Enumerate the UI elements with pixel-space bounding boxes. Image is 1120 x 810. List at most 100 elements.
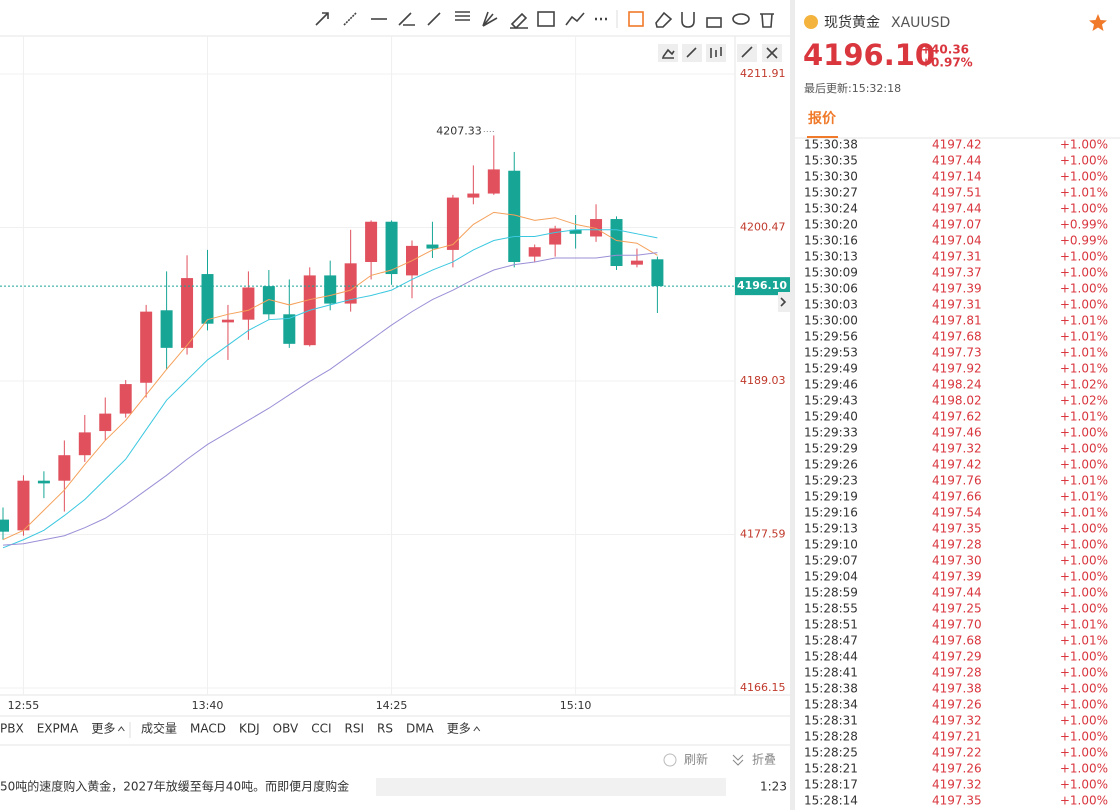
indicator-tab[interactable]: EXPMA bbox=[37, 722, 79, 736]
row-price: 4198.02 bbox=[932, 394, 982, 408]
row-time: 15:28:41 bbox=[804, 666, 858, 680]
indicator-tab[interactable]: 成交量 bbox=[141, 721, 177, 736]
indicator-tab[interactable]: PBX bbox=[0, 722, 24, 736]
row-price: 4197.22 bbox=[932, 746, 982, 760]
row-change: +1.01% bbox=[1060, 506, 1108, 520]
indicator-tab[interactable]: MACD bbox=[190, 722, 226, 736]
segment-tool[interactable] bbox=[398, 12, 415, 26]
row-time: 15:29:40 bbox=[804, 410, 858, 424]
quote-change: +40.36 bbox=[921, 43, 969, 57]
row-time: 15:29:19 bbox=[804, 490, 858, 504]
candle-body bbox=[78, 432, 91, 456]
drawing-tools[interactable] bbox=[315, 10, 774, 30]
row-change: +1.00% bbox=[1060, 714, 1108, 728]
row-price: 4197.26 bbox=[932, 698, 982, 712]
row-change: +0.99% bbox=[1060, 218, 1108, 232]
candle-body bbox=[221, 319, 234, 323]
row-change: +1.00% bbox=[1060, 154, 1108, 168]
refresh-icon[interactable] bbox=[663, 753, 677, 767]
grid: 4211.91 4200.47 4189.03 4177.59 4166.15 12:55… bbox=[0, 36, 786, 712]
row-price: 4197.44 bbox=[932, 586, 982, 600]
row-change: +1.00% bbox=[1060, 202, 1108, 216]
indicator-tab[interactable]: 更多 bbox=[91, 722, 115, 736]
quote-tab[interactable]: 报价 bbox=[808, 111, 837, 127]
fib-tool[interactable] bbox=[455, 11, 470, 21]
refresh-button[interactable]: 刷新 bbox=[684, 752, 708, 767]
chart-controls[interactable] bbox=[658, 44, 782, 62]
ctl-icon bbox=[662, 48, 675, 59]
row-time: 15:28:17 bbox=[804, 778, 858, 792]
row-price: 4197.30 bbox=[932, 554, 982, 568]
candle-body bbox=[610, 219, 623, 267]
row-change: +1.01% bbox=[1060, 362, 1108, 376]
row-time: 15:30:00 bbox=[804, 314, 858, 328]
row-price: 4197.70 bbox=[932, 618, 982, 632]
row-time: 15:28:25 bbox=[804, 746, 858, 760]
ctl-icon bbox=[686, 47, 697, 58]
row-time: 15:28:51 bbox=[804, 618, 858, 632]
row-change: +1.00% bbox=[1060, 682, 1108, 696]
quote-price: 4196.10 bbox=[803, 38, 935, 72]
trend-tool[interactable] bbox=[565, 12, 585, 26]
indicator-tab[interactable]: 更多 bbox=[447, 722, 471, 736]
magnet-tool[interactable] bbox=[681, 12, 695, 28]
last-price-tag bbox=[735, 277, 790, 296]
row-change: +0.99% bbox=[1060, 234, 1108, 248]
row-time: 15:29:26 bbox=[804, 458, 858, 472]
collapse-icon[interactable] bbox=[732, 754, 744, 766]
eraser-tool[interactable] bbox=[655, 11, 673, 28]
row-price: 4197.44 bbox=[932, 154, 982, 168]
arrow-tool[interactable] bbox=[315, 12, 329, 26]
moving-average bbox=[2, 211, 658, 541]
delete-tool[interactable] bbox=[760, 13, 774, 28]
row-price: 4197.04 bbox=[932, 234, 982, 248]
row-change: +1.01% bbox=[1060, 186, 1108, 200]
news-text[interactable]: 50吨的速度购入黄金，2027年放缓至每月40吨。而即便月度购金 bbox=[0, 779, 349, 794]
chevron-up bbox=[473, 726, 481, 732]
ctl-btn[interactable] bbox=[658, 44, 678, 62]
candle-body bbox=[467, 193, 480, 198]
row-change: +1.00% bbox=[1060, 522, 1108, 536]
collapse-button[interactable]: 折叠 bbox=[752, 752, 776, 767]
indicator-tab[interactable]: OBV bbox=[273, 722, 299, 736]
row-change: +1.00% bbox=[1060, 442, 1108, 456]
candle-body bbox=[283, 314, 296, 344]
row-price: 4197.14 bbox=[932, 170, 982, 184]
news-time: 1:23 bbox=[760, 780, 787, 794]
candle-body bbox=[181, 278, 194, 348]
lock-tool[interactable] bbox=[706, 17, 722, 28]
favorite-star[interactable] bbox=[1089, 14, 1107, 31]
row-change: +1.00% bbox=[1060, 170, 1108, 184]
indicator-tab[interactable]: KDJ bbox=[239, 722, 260, 736]
toolbar bbox=[0, 0, 790, 36]
row-time: 15:29:56 bbox=[804, 330, 858, 344]
eye-tool[interactable] bbox=[732, 13, 750, 25]
candle-body bbox=[99, 413, 112, 432]
line-tool[interactable] bbox=[427, 12, 441, 26]
row-time: 15:29:33 bbox=[804, 426, 858, 440]
quote-updated: 最后更新:15:32:18 bbox=[804, 81, 901, 95]
y-tick-label: 4166.15 bbox=[740, 681, 786, 694]
side-toggle-icon bbox=[780, 297, 787, 307]
brush-tool[interactable] bbox=[510, 12, 528, 30]
indicator-tab[interactable]: CCI bbox=[311, 722, 331, 736]
row-time: 15:28:55 bbox=[804, 602, 858, 616]
row-price: 4197.73 bbox=[932, 346, 982, 360]
row-price: 4197.42 bbox=[932, 138, 982, 152]
fan-tool[interactable] bbox=[482, 11, 498, 27]
row-price: 4197.21 bbox=[932, 730, 982, 744]
row-price: 4197.51 bbox=[932, 186, 982, 200]
candle-body bbox=[508, 170, 521, 262]
image-tool[interactable] bbox=[537, 11, 555, 27]
indicator-tab[interactable]: DMA bbox=[406, 722, 435, 736]
row-time: 15:29:10 bbox=[804, 538, 858, 552]
indicator-tab[interactable]: RSI bbox=[344, 722, 364, 736]
ad-overlay bbox=[376, 778, 726, 796]
row-time: 15:29:23 bbox=[804, 474, 858, 488]
row-change: +1.02% bbox=[1060, 394, 1108, 408]
edit-tool[interactable] bbox=[628, 11, 644, 27]
indicator-tab[interactable]: RS bbox=[377, 722, 393, 736]
candle-body bbox=[569, 229, 582, 234]
candle-body bbox=[0, 519, 9, 532]
